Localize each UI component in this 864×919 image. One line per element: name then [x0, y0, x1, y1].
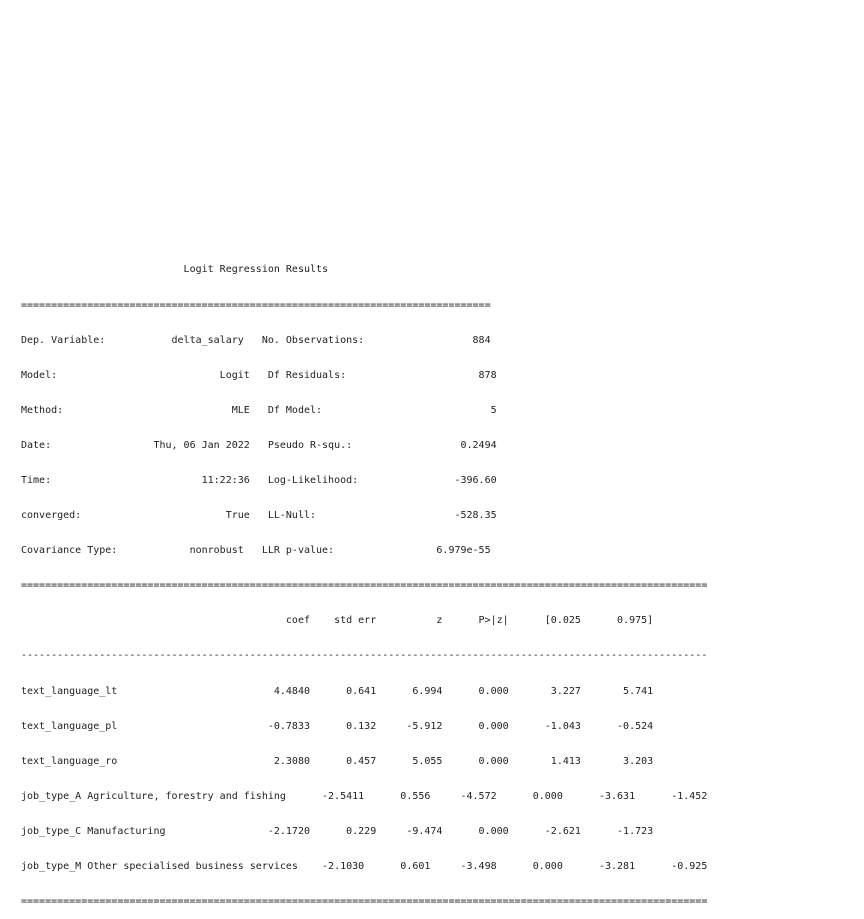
summary-row-model: Model: Logit Df Residuals: 878	[21, 369, 497, 381]
table-row-job-type-m: job_type_M Other specialised business se…	[21, 861, 708, 872]
coef-table-header: coef std err z P>|z| [0.025 0.975]	[21, 615, 654, 627]
rule-single-long: ----------------------------------------…	[21, 650, 708, 662]
summary-row-time: Time: 11:22:36 Log-Likelihood: -396.60	[21, 474, 497, 486]
summary-row-dep-variable: Dep. Variable: delta_salary No. Observat…	[21, 334, 491, 346]
summary-row-converged: converged: True LL-Null: -528.35	[21, 510, 497, 522]
regression-output: Logit Regression Results ===============…	[21, 241, 707, 919]
rule-double-short: ========================================…	[21, 299, 491, 311]
table-row-job-type-c: job_type_C Manufacturing -2.1720 0.229 -…	[21, 825, 654, 837]
rule-double-long-bottom: ========================================…	[21, 896, 708, 908]
table-row-job-type-a: job_type_A Agriculture, forestry and fis…	[21, 790, 708, 802]
summary-row-date: Date: Thu, 06 Jan 2022 Pseudo R-squ.: 0.…	[21, 439, 497, 451]
summary-row-method: Method: MLE Df Model: 5	[21, 404, 497, 416]
summary-row-covariance-type: Covariance Type: nonrobust LLR p-value: …	[21, 545, 491, 557]
rule-double-long: ========================================…	[21, 580, 708, 592]
report-title: Logit Regression Results	[21, 264, 329, 276]
table-row-text-language-ro: text_language_ro 2.3080 0.457 5.055 0.00…	[21, 755, 654, 767]
table-row-text-language-lt: text_language_lt 4.4840 0.641 6.994 0.00…	[21, 685, 654, 697]
table-row-text-language-pl: text_language_pl -0.7833 0.132 -5.912 0.…	[21, 720, 654, 732]
